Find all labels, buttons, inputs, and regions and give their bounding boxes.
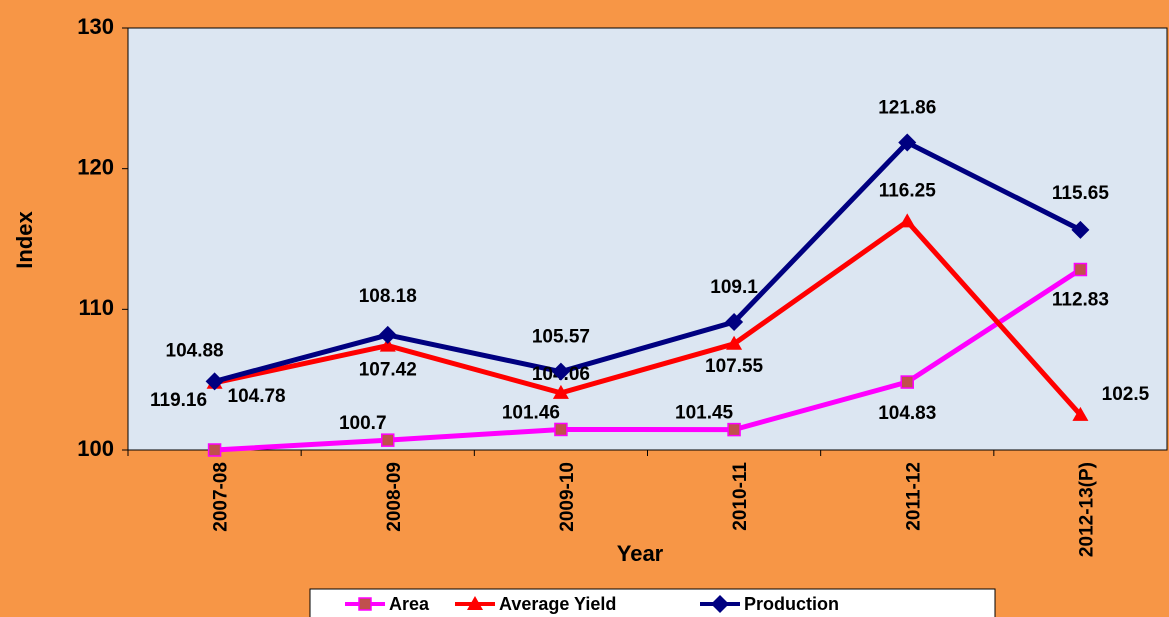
y-axis-label: Index	[12, 211, 37, 269]
data-label: 115.65	[1052, 183, 1109, 204]
annotation: 119.16	[150, 390, 207, 411]
x-tick-label: 2012-13(P)	[1076, 462, 1097, 557]
data-point	[1071, 220, 1090, 239]
data-point	[205, 372, 224, 391]
legend-marker	[358, 597, 372, 611]
x-tick-label: 2008-09	[384, 462, 405, 532]
data-label: 102.5	[1102, 384, 1150, 405]
data-point	[554, 422, 568, 437]
data-point	[378, 325, 397, 344]
series-line	[214, 218, 1083, 417]
legend-label: Area	[389, 594, 430, 614]
data-point	[726, 335, 743, 350]
data-point	[899, 213, 916, 228]
data-label: 100.7	[339, 413, 387, 434]
legend-marker	[467, 596, 483, 610]
series-line	[213, 139, 1082, 384]
data-point	[1073, 262, 1088, 277]
data-label: 101.45	[675, 403, 734, 424]
x-axis-label: Year	[617, 541, 664, 566]
series-line	[214, 267, 1082, 453]
data-label: 104.88	[166, 340, 224, 361]
data-label: 101.46	[502, 402, 560, 423]
data-label: 105.57	[532, 327, 590, 348]
data-point	[551, 362, 570, 381]
x-tick-label: 2007-08	[211, 462, 232, 532]
x-tick-label: 2009-10	[557, 462, 578, 532]
legend-label: Production	[744, 594, 839, 614]
x-tick-label: 2011-12	[903, 462, 924, 531]
data-point	[1072, 406, 1089, 421]
legend-label: Average Yield	[499, 594, 616, 614]
x-tick-label: 2010-11	[730, 462, 751, 531]
plot-area	[127, 27, 1168, 451]
data-point	[381, 433, 395, 447]
data-point	[727, 422, 741, 437]
data-label: 121.86	[878, 98, 936, 119]
data-label: 116.25	[879, 180, 936, 201]
data-label: 107.55	[705, 356, 764, 377]
data-point	[552, 384, 569, 399]
y-tick-label: 120	[77, 154, 114, 179]
data-label: 109.1	[710, 277, 758, 298]
data-label: 112.83	[1052, 290, 1109, 311]
data-label: 107.42	[359, 360, 417, 381]
data-point	[379, 337, 396, 352]
y-tick-label: 130	[77, 14, 114, 39]
legend	[309, 588, 996, 617]
y-tick-label: 110	[79, 295, 115, 320]
data-point	[207, 443, 222, 457]
data-label: 104.78	[228, 386, 286, 407]
data-point	[725, 312, 744, 331]
legend-marker	[711, 595, 729, 613]
data-point	[898, 133, 917, 152]
y-tick-label: 100	[77, 436, 114, 461]
data-label: 104.83	[878, 403, 936, 424]
data-point	[900, 375, 914, 389]
data-label: 108.18	[359, 286, 417, 307]
